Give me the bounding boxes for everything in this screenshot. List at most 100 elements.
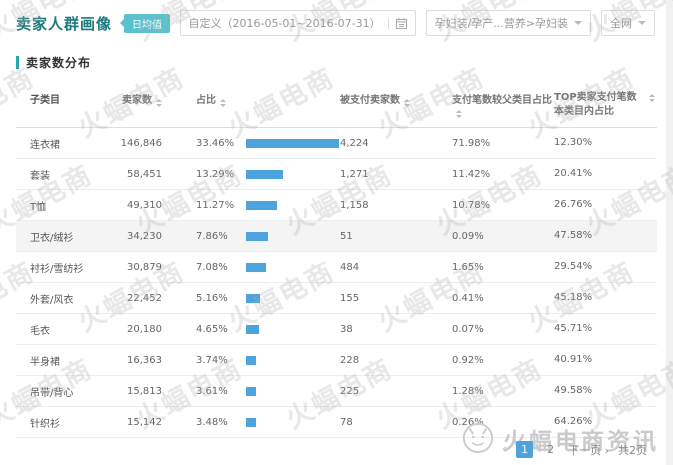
filter-controls: 自定义（2016-05-01~2016-07-31） 孕妇装/孕产...营养>孕… xyxy=(179,10,655,36)
right-gutter xyxy=(666,0,673,465)
pay-ratio-cell: 71.98% xyxy=(452,137,491,149)
pay-ratio-cell: 0.92% xyxy=(452,354,484,366)
page-button-1[interactable]: 1 xyxy=(516,441,534,458)
sort-icon[interactable] xyxy=(456,110,462,118)
next-page-button[interactable]: 下一页 › xyxy=(568,443,609,457)
pay-ratio-cell: 10.78% xyxy=(452,199,491,211)
date-range-label: 自定义（2016-05-01~2016-07-31） xyxy=(188,17,381,30)
share-cell: 3.48% xyxy=(196,416,228,428)
share-cell: 5.16% xyxy=(196,292,228,304)
col-header-share[interactable]: 占比 xyxy=(162,91,232,107)
pagination: ‹ 1 2 下一页 › 共2页 xyxy=(502,441,647,458)
share-bar-cell xyxy=(232,200,336,210)
subcategory-cell: 半身裙 xyxy=(30,356,60,368)
paid-sellers-cell: 1,271 xyxy=(340,168,369,180)
pay-ratio-cell: 0.07% xyxy=(452,323,484,335)
pay-ratio-cell: 1.28% xyxy=(452,385,484,397)
sellers-cell: 20,180 xyxy=(127,323,162,335)
table-row: 针织衫 15,142 3.48% 78 0.26% 64.26% xyxy=(16,407,657,438)
top-ratio-cell: 64.26% xyxy=(554,416,593,428)
paid-sellers-cell: 1,158 xyxy=(340,199,369,211)
bat-logo-icon xyxy=(461,420,495,458)
col-header-top-ratio[interactable]: TOP卖家支付笔数本类目内占比 xyxy=(554,91,657,118)
col-header-paid-sellers[interactable]: 被支付卖家数 xyxy=(336,91,452,107)
share-bar-cell xyxy=(232,386,336,396)
daily-average-badge: 日均值 xyxy=(124,13,171,33)
share-bar xyxy=(246,293,260,303)
table-header-row: 子类目 卖家数 占比 被支付卖家数 支付笔数较父类目占比 TOP卖家支付笔数本类… xyxy=(16,83,657,128)
table-row: 衬衫/雪纺衫 30,879 7.08% 484 1.65% 29.54% xyxy=(16,252,657,283)
col-header-pay-ratio[interactable]: 支付笔数较父类目占比 xyxy=(452,91,554,118)
share-bar xyxy=(246,386,256,396)
share-cell: 33.46% xyxy=(196,137,235,149)
calendar-icon[interactable] xyxy=(387,17,407,29)
sellers-cell: 146,846 xyxy=(120,137,162,149)
col-header-sellers[interactable]: 卖家数 xyxy=(118,91,162,107)
paid-sellers-cell: 228 xyxy=(340,354,360,366)
sort-icon[interactable] xyxy=(649,94,655,102)
share-bar xyxy=(246,262,266,272)
top-ratio-cell: 26.76% xyxy=(554,199,593,211)
sort-icon[interactable] xyxy=(404,99,410,107)
subcategory-cell: 外套/风衣 xyxy=(30,294,74,306)
section-title: 卖家数分布 xyxy=(26,56,92,70)
section-header: 卖家数分布 xyxy=(16,54,657,71)
top-ratio-cell: 45.71% xyxy=(554,323,593,335)
subcategory-cell: 衬衫/雪纺衫 xyxy=(30,263,84,275)
paid-sellers-cell: 484 xyxy=(340,261,360,273)
share-bar-cell xyxy=(232,293,336,303)
share-bar xyxy=(246,200,277,210)
share-bar xyxy=(246,231,268,241)
top-ratio-cell: 12.30% xyxy=(554,137,593,149)
top-ratio-cell: 29.54% xyxy=(554,261,593,273)
table-row: 外套/风衣 22,452 5.16% 155 0.41% 45.18% xyxy=(16,283,657,314)
page-title: 卖家人群画像 xyxy=(16,14,113,33)
subcategory-cell: T恤 xyxy=(30,201,47,213)
subcategory-cell: 卫衣/绒衫 xyxy=(30,232,74,244)
total-pages-label: 共2页 xyxy=(618,443,647,457)
share-bar-cell xyxy=(232,169,336,179)
category-dropdown[interactable]: 孕妇装/孕产...营养>孕妇装 xyxy=(425,10,591,36)
sellers-cell: 15,142 xyxy=(127,416,162,428)
share-bar xyxy=(246,355,256,365)
paid-sellers-cell: 38 xyxy=(340,323,353,335)
share-bar-cell xyxy=(232,138,339,148)
top-ratio-cell: 49.58% xyxy=(554,385,593,397)
sellers-cell: 34,230 xyxy=(127,230,162,242)
subcategory-cell: 毛衣 xyxy=(30,325,50,337)
prev-page-button[interactable]: ‹ xyxy=(501,442,508,457)
share-cell: 13.29% xyxy=(196,168,235,180)
table-row: 套装 58,451 13.29% 1,271 11.42% 20.41% xyxy=(16,159,657,190)
scope-dropdown-label: 全网 xyxy=(610,17,632,30)
col-header-subcategory: 子类目 xyxy=(30,95,60,106)
date-range-picker[interactable]: 自定义（2016-05-01~2016-07-31） xyxy=(179,10,416,36)
subcategory-cell: 套装 xyxy=(30,170,50,182)
subcategory-cell: 针织衫 xyxy=(30,418,60,430)
sort-icon[interactable] xyxy=(220,99,226,107)
paid-sellers-cell: 78 xyxy=(340,416,353,428)
share-bar xyxy=(246,169,283,179)
topbar: 卖家人群画像 日均值 自定义（2016-05-01~2016-07-31） 孕妇… xyxy=(0,0,673,44)
table-row: 吊带/背心 15,813 3.61% 225 1.28% 49.58% xyxy=(16,376,657,407)
sellers-cell: 49,310 xyxy=(127,199,162,211)
share-bar-cell xyxy=(232,231,336,241)
top-ratio-cell: 47.58% xyxy=(554,230,593,242)
category-dropdown-label: 孕妇装/孕产...营养>孕妇装 xyxy=(434,17,568,30)
page-button-2[interactable]: 2 xyxy=(547,443,555,456)
scope-dropdown[interactable]: 全网 xyxy=(601,10,655,36)
pay-ratio-cell: 1.65% xyxy=(452,261,484,273)
paid-sellers-cell: 155 xyxy=(340,292,360,304)
share-cell: 4.65% xyxy=(196,323,228,335)
pay-ratio-cell: 11.42% xyxy=(452,168,491,180)
sort-icon[interactable] xyxy=(156,99,162,107)
table-row: 毛衣 20,180 4.65% 38 0.07% 45.71% xyxy=(16,314,657,345)
table-row: T恤 49,310 11.27% 1,158 10.78% 26.76% xyxy=(16,190,657,221)
chevron-down-icon xyxy=(574,21,582,25)
share-cell: 7.08% xyxy=(196,261,228,273)
section-marker xyxy=(16,56,19,69)
paid-sellers-cell: 4,224 xyxy=(340,137,369,149)
sellers-cell: 15,813 xyxy=(127,385,162,397)
share-cell: 11.27% xyxy=(196,199,235,211)
table-row: 连衣裙 146,846 33.46% 4,224 71.98% 12.30% xyxy=(16,128,657,159)
table-row: 半身裙 16,363 3.74% 228 0.92% 40.91% xyxy=(16,345,657,376)
